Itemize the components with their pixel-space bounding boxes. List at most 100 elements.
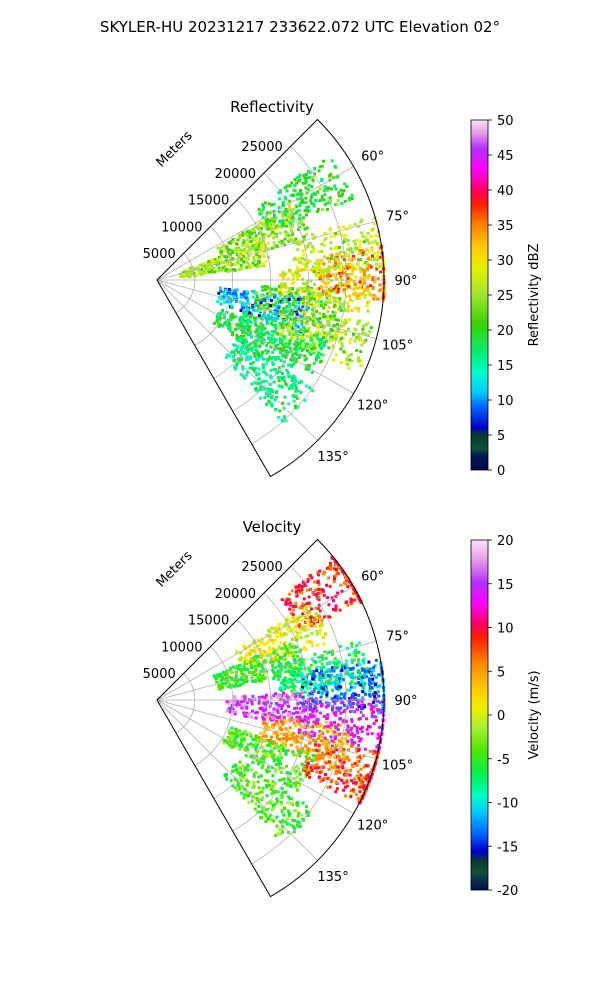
data-cell bbox=[217, 687, 221, 691]
data-cell bbox=[293, 311, 297, 315]
data-cell bbox=[306, 634, 310, 638]
data-cell bbox=[337, 681, 341, 685]
data-cell bbox=[345, 318, 349, 322]
data-cell bbox=[262, 808, 266, 811]
data-cell bbox=[285, 305, 289, 308]
data-cell bbox=[301, 749, 305, 753]
data-cell bbox=[307, 300, 311, 304]
data-cell bbox=[346, 670, 350, 674]
data-cell bbox=[297, 273, 301, 277]
data-cell bbox=[305, 700, 308, 704]
data-cell bbox=[340, 589, 344, 593]
data-cell bbox=[292, 395, 296, 399]
data-cell bbox=[256, 329, 260, 333]
data-cell bbox=[287, 300, 291, 304]
data-cell bbox=[329, 721, 333, 725]
data-cell bbox=[348, 298, 352, 302]
data-cell bbox=[258, 298, 262, 302]
data-cell bbox=[298, 606, 302, 610]
data-cell bbox=[228, 710, 232, 714]
data-cell bbox=[300, 267, 304, 271]
data-cell bbox=[361, 327, 365, 331]
data-cell bbox=[265, 295, 269, 299]
radial-tick-label: 15000 bbox=[188, 194, 229, 209]
data-cell bbox=[308, 171, 312, 175]
data-cell bbox=[365, 774, 369, 778]
data-cell bbox=[275, 332, 279, 336]
data-cell bbox=[250, 382, 254, 386]
data-cell bbox=[297, 821, 301, 825]
data-cell bbox=[270, 329, 274, 333]
data-cell bbox=[271, 740, 275, 744]
data-cell bbox=[338, 608, 342, 612]
data-cell bbox=[291, 637, 295, 641]
data-cell bbox=[297, 624, 301, 628]
data-cell bbox=[326, 776, 330, 780]
data-cell bbox=[344, 321, 348, 325]
data-cell bbox=[334, 710, 338, 714]
data-cell bbox=[240, 695, 244, 699]
data-cell bbox=[253, 309, 257, 312]
data-cell bbox=[360, 218, 364, 222]
data-cell bbox=[249, 755, 253, 758]
data-cell bbox=[265, 403, 268, 406]
data-cell bbox=[336, 591, 340, 595]
data-cell bbox=[259, 736, 263, 740]
data-cell bbox=[340, 255, 344, 259]
data-cell bbox=[368, 682, 372, 686]
data-cell bbox=[308, 241, 312, 245]
data-cell bbox=[239, 656, 243, 660]
data-cell bbox=[317, 273, 320, 277]
data-cell bbox=[366, 669, 370, 673]
data-field bbox=[212, 556, 386, 837]
data-cell bbox=[272, 293, 276, 297]
data-cell bbox=[270, 755, 274, 759]
data-cell bbox=[299, 192, 303, 196]
data-cell bbox=[337, 245, 341, 249]
data-cell bbox=[249, 251, 252, 255]
data-cell bbox=[323, 193, 327, 197]
data-cell bbox=[334, 568, 338, 571]
data-cell bbox=[320, 734, 324, 738]
data-cell bbox=[288, 814, 292, 818]
radial-axis-label: Meters bbox=[154, 128, 196, 170]
data-cell bbox=[320, 258, 324, 262]
data-cell bbox=[298, 202, 302, 206]
data-cell bbox=[346, 363, 350, 367]
data-cell bbox=[297, 221, 301, 225]
data-cell bbox=[218, 296, 222, 300]
data-cell bbox=[226, 270, 230, 274]
data-cell bbox=[278, 699, 282, 703]
data-cell bbox=[312, 304, 316, 308]
data-cell bbox=[271, 303, 275, 307]
data-cell bbox=[270, 402, 274, 406]
data-cell bbox=[245, 659, 249, 663]
data-cell bbox=[308, 736, 312, 740]
data-cell bbox=[330, 596, 334, 600]
data-cell bbox=[284, 709, 288, 713]
data-cell bbox=[325, 188, 329, 192]
data-cell bbox=[220, 311, 224, 315]
data-cell bbox=[371, 692, 375, 696]
data-cell bbox=[342, 331, 346, 334]
data-cell bbox=[329, 676, 333, 680]
data-cell bbox=[376, 708, 380, 712]
data-cell bbox=[245, 339, 249, 343]
data-cell bbox=[340, 342, 344, 346]
data-cell bbox=[287, 199, 291, 203]
data-cell bbox=[336, 728, 340, 732]
data-cell bbox=[295, 344, 298, 348]
data-cell bbox=[342, 710, 346, 713]
data-cell bbox=[272, 731, 276, 735]
data-cell bbox=[336, 297, 340, 300]
data-cell bbox=[277, 191, 281, 195]
data-cell bbox=[218, 318, 222, 322]
data-cell bbox=[361, 706, 365, 710]
data-cell bbox=[281, 329, 285, 333]
data-cell bbox=[292, 735, 296, 739]
data-cell bbox=[269, 718, 273, 722]
data-cell bbox=[304, 266, 307, 270]
data-cell bbox=[260, 806, 264, 810]
data-cell bbox=[303, 181, 307, 185]
data-cell bbox=[240, 336, 244, 340]
